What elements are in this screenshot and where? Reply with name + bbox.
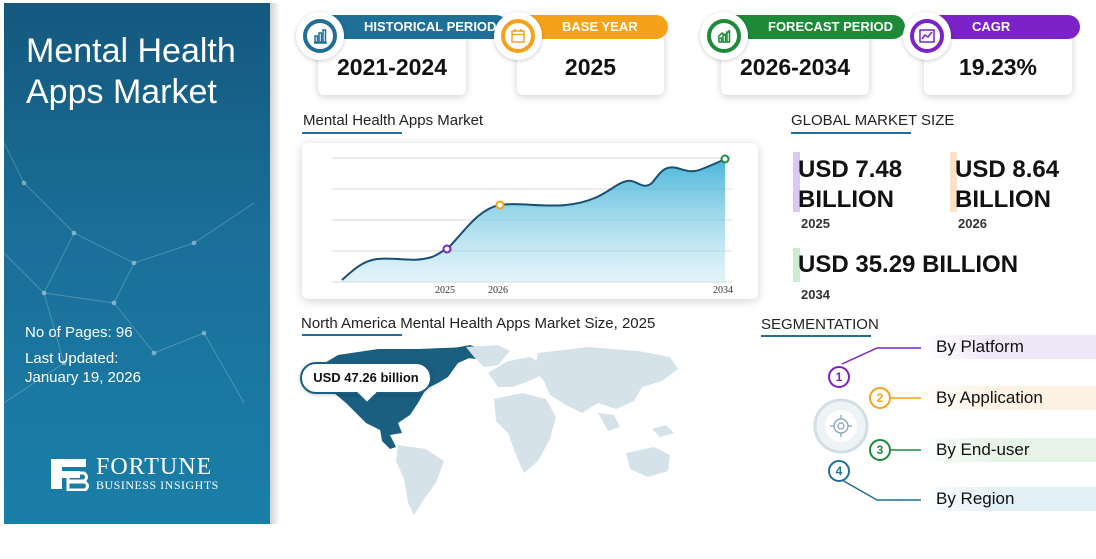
x-tick-label: 2026 [488, 285, 508, 296]
chart-line [341, 158, 726, 281]
x-tick-label: 2034 [713, 285, 733, 296]
x-tick-label: 2025 [435, 285, 455, 296]
chart-heading: Mental Health Apps Market [303, 112, 484, 129]
fortune-logo: FORTUNE BUSINESS INSIGHTS [48, 454, 219, 492]
heading-underline [791, 132, 911, 134]
stat-value: 2026-2034 [740, 54, 850, 80]
segmentation-hub-icon [825, 410, 857, 442]
segment-by-end-user: By End-user [921, 438, 1096, 462]
segment-by-application: By Application [921, 386, 1096, 410]
accent-bar [793, 152, 800, 212]
segment-number-1: 1 [828, 366, 850, 388]
market-size-value: USD 7.48 [798, 156, 903, 183]
global-market-heading: GLOBAL MARKET SIZE [791, 112, 955, 129]
logo-text-fortune: FORTUNE [96, 454, 213, 480]
segmentation-connectors [813, 347, 921, 501]
network-pattern-decoration [4, 142, 255, 404]
last-updated-date: January 19, 2026 [25, 369, 141, 386]
stat-value: 2021-2024 [337, 54, 447, 80]
chart-area [342, 159, 725, 282]
market-size-value: USD 8.64 [955, 156, 1060, 183]
stat-label-pill: FORECAST PERIOD [722, 15, 905, 39]
last-updated-label: Last Updated: [25, 350, 119, 367]
chart-points [442, 154, 730, 254]
fortune-logo-icon [48, 457, 90, 492]
market-chart-svg: 2025 2026 2034 [332, 154, 733, 296]
market-size-year: 2026 [958, 216, 987, 231]
segment-by-region: By Region [921, 487, 1096, 511]
north-america-value-callout: USD 47.26 billion [300, 362, 432, 394]
market-size-unit: BILLION [955, 186, 1051, 213]
pages-count: No of Pages: 96 [25, 324, 133, 341]
stat-label-pill: CAGR [926, 15, 1081, 39]
accent-bar [950, 152, 957, 212]
stat-value: 2025 [564, 54, 617, 80]
accent-bar [793, 248, 800, 282]
trend-icon [903, 12, 951, 60]
growth-chart-icon [700, 12, 748, 60]
market-chart: 2025 2026 2034 [302, 143, 758, 299]
map-heading: North America Mental Health Apps Market … [301, 315, 656, 332]
bar-chart-icon [296, 12, 344, 60]
segment-by-platform: By Platform [921, 335, 1096, 359]
logo-text-business-insights: BUSINESS INSIGHTS [96, 478, 219, 492]
segment-number-3: 3 [869, 439, 891, 461]
sidebar-shadow [270, 3, 280, 524]
sidebar-panel: Mental Health Apps Market No of Pages: 9… [4, 3, 270, 524]
heading-underline [302, 132, 402, 134]
chart-point-2026 [495, 200, 505, 210]
stat-label-pill: BASE YEAR [516, 15, 668, 39]
segment-number-2: 2 [869, 387, 891, 409]
callout-pointer [356, 392, 378, 404]
segment-number-4: 4 [828, 460, 850, 482]
calendar-icon [494, 12, 542, 60]
market-size-year: 2025 [801, 216, 830, 231]
chart-point-2034 [720, 154, 730, 164]
chart-tick-labels: 2025 2026 2034 [435, 285, 733, 296]
market-size-unit: BILLION [798, 186, 894, 213]
segmentation-heading: SEGMENTATION [761, 316, 879, 333]
market-size-value: USD 35.29 BILLION [798, 251, 1019, 278]
market-size-year: 2034 [801, 287, 830, 302]
stat-label-pill: HISTORICAL PERIOD [318, 15, 509, 39]
heading-underline [302, 334, 402, 336]
stat-value: 19.23% [958, 54, 1037, 80]
page-title: Mental Health Apps Market [26, 32, 236, 111]
chart-point-2025 [442, 244, 452, 254]
heading-underline [761, 335, 871, 337]
